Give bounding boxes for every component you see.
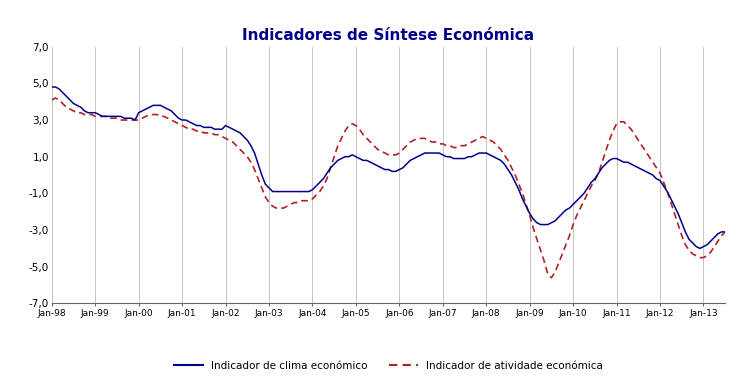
Title: Indicadores de Síntese Económica: Indicadores de Síntese Económica [243,28,534,43]
Legend: Indicador de clima económico, Indicador de atividade económica: Indicador de clima económico, Indicador … [169,357,608,375]
